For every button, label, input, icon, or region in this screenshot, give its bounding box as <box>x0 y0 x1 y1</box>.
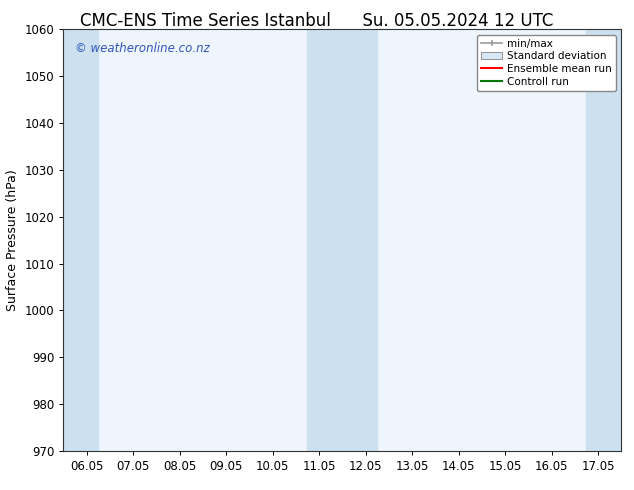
Legend: min/max, Standard deviation, Ensemble mean run, Controll run: min/max, Standard deviation, Ensemble me… <box>477 35 616 91</box>
Text: © weatheronline.co.nz: © weatheronline.co.nz <box>75 42 209 55</box>
Bar <box>307 29 377 451</box>
Bar <box>63 29 98 451</box>
Y-axis label: Surface Pressure (hPa): Surface Pressure (hPa) <box>6 169 19 311</box>
Text: CMC-ENS Time Series Istanbul      Su. 05.05.2024 12 UTC: CMC-ENS Time Series Istanbul Su. 05.05.2… <box>81 12 553 30</box>
Bar <box>586 29 621 451</box>
